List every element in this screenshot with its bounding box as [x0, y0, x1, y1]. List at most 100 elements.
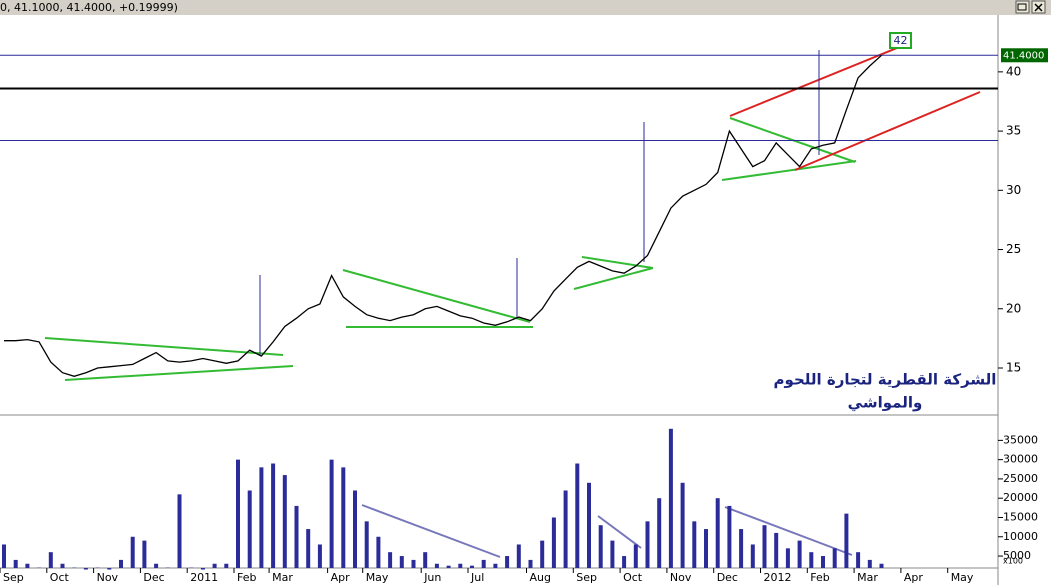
volume-bar	[809, 552, 814, 568]
volume-bar	[317, 544, 322, 568]
volume-bar	[610, 540, 615, 568]
x-tick-label: Feb	[810, 571, 829, 584]
volume-bar	[306, 529, 311, 568]
y-tick-label: 40	[1006, 64, 1021, 78]
volume-bar	[224, 563, 229, 568]
y-tick-label: 15000	[1003, 510, 1038, 523]
annotation: والمواشي	[848, 394, 923, 412]
volume-bar	[376, 536, 381, 568]
volume-bar	[271, 463, 276, 568]
volume-bar	[715, 498, 720, 568]
volume-bar	[353, 490, 357, 568]
volume-bar	[2, 544, 6, 568]
volume-bar	[294, 505, 299, 568]
x-tick-label: Oct	[623, 571, 643, 584]
x-tick-label: May	[951, 571, 974, 584]
x-tick-label: Jul	[470, 571, 484, 584]
volume-bar	[388, 552, 393, 568]
y-tick-label: 35000	[1003, 433, 1038, 446]
trendline	[44, 337, 284, 356]
trendline	[64, 365, 294, 381]
x-tick-label: 2011	[190, 571, 218, 584]
volume-bar	[236, 459, 240, 568]
volume-bar	[680, 482, 685, 568]
volume-bar	[563, 490, 568, 568]
volume-bar	[470, 565, 474, 568]
volume-bar	[364, 521, 369, 568]
volume-bar	[867, 559, 872, 568]
y-tick-label: 10000	[1003, 530, 1038, 543]
volume-bar	[528, 559, 533, 568]
volume-bar	[774, 532, 779, 568]
volume-bar	[341, 467, 346, 568]
volume-bar	[434, 563, 439, 568]
x-tick-label: Apr	[904, 571, 924, 584]
volume-bar	[154, 563, 159, 568]
volume-bar	[739, 529, 744, 568]
volume-bar	[259, 467, 264, 568]
y-tick-label: 30000	[1003, 453, 1038, 466]
y-tick-label: 15	[1006, 360, 1021, 374]
x-tick-label: Dec	[717, 571, 738, 584]
volume-trendline	[724, 506, 853, 556]
trendlines	[44, 47, 981, 558]
volume-bar	[119, 559, 123, 568]
volume-bar	[704, 529, 708, 568]
y-tick-label: 20	[1006, 301, 1021, 315]
volume-bar	[48, 552, 53, 568]
x-tick-label: Feb	[237, 571, 256, 584]
volume-bar	[282, 475, 287, 568]
volume-bar	[200, 568, 205, 570]
volume-bar	[762, 525, 767, 568]
volume-bar	[622, 556, 627, 568]
channel-line	[794, 91, 981, 171]
volume-bar	[727, 505, 732, 568]
trendline	[342, 269, 531, 323]
volume-bar	[493, 563, 498, 568]
volume-bar	[821, 556, 825, 568]
volume-bar	[107, 568, 112, 570]
volume-bar	[844, 513, 849, 568]
header: 0, 41.1000, 41.4000, +0.19999)	[0, 1, 178, 14]
volume-bar	[785, 548, 790, 568]
volume-bar	[645, 521, 650, 568]
y-tick-label: 25000	[1003, 472, 1038, 485]
x-tick-label: Nov	[670, 571, 692, 584]
target-label: 42	[894, 34, 908, 47]
volume-trendline	[597, 515, 642, 549]
volume-bar	[692, 521, 697, 568]
volume-bar	[25, 563, 30, 568]
x-tick-label: Sep	[3, 571, 24, 584]
x-tick-label: Mar	[272, 571, 293, 584]
volume-bar	[446, 565, 451, 568]
volume-bar	[598, 525, 603, 568]
volume-bar	[142, 540, 147, 568]
volume-bar	[247, 490, 252, 568]
volume-bar	[633, 544, 638, 568]
volume-bar	[587, 482, 591, 568]
y-tick-label: 35	[1006, 124, 1021, 138]
x-tick-label: Dec	[143, 571, 164, 584]
x-tick-label: Jun	[423, 571, 441, 584]
x-tick-label: Sep	[576, 571, 597, 584]
annotation: الشركة القطرية لتجارة اللحوم	[774, 371, 997, 389]
volume-bar	[13, 559, 18, 568]
volume-unit: x100	[1003, 557, 1023, 566]
title-bar	[0, 0, 1051, 15]
x-tick-label: Aug	[530, 571, 551, 584]
volume-bar	[130, 536, 135, 568]
trendline	[573, 267, 654, 290]
y-tick-label: 20000	[1003, 491, 1038, 504]
last-price-label: 41.4000	[1003, 50, 1044, 61]
last-price-box	[1001, 48, 1048, 63]
volume-bar	[551, 517, 556, 568]
volume-bar	[423, 552, 428, 568]
x-tick-label: May	[366, 571, 389, 584]
x-tick-label: Oct	[50, 571, 70, 584]
y-tick-label: 25	[1006, 242, 1021, 256]
volume-bar	[516, 544, 521, 568]
volume-bar	[481, 559, 486, 568]
channel-line	[729, 47, 898, 117]
